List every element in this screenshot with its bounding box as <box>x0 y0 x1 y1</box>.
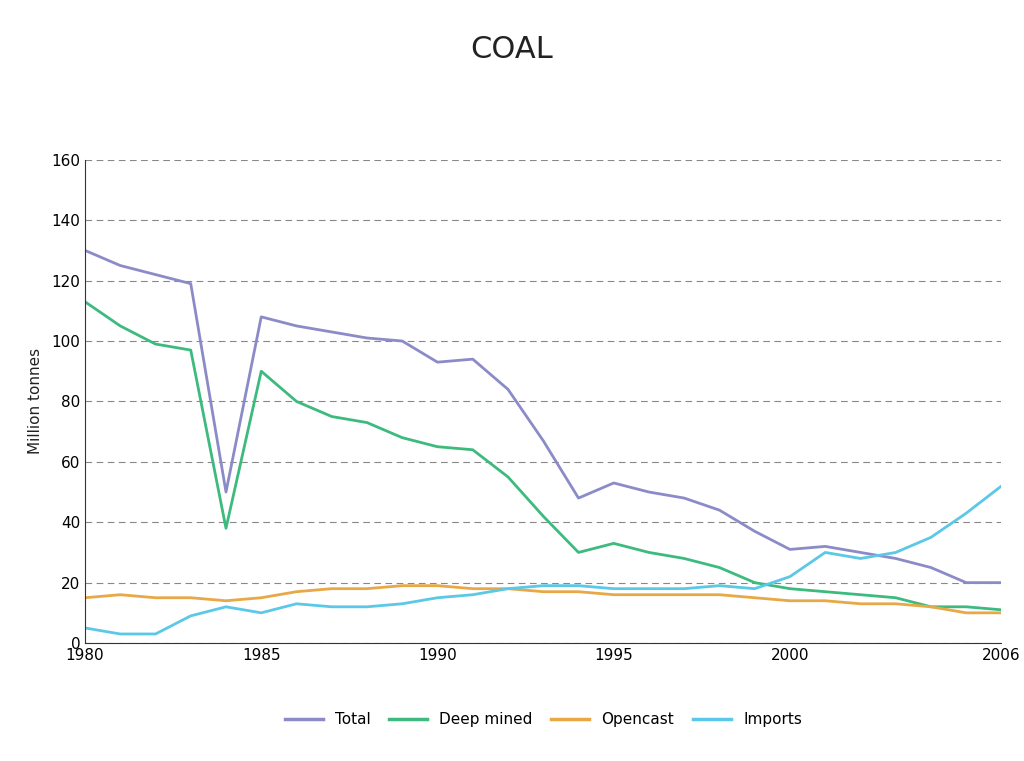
Y-axis label: Million tonnes: Million tonnes <box>28 349 43 454</box>
Text: COAL: COAL <box>471 35 553 64</box>
Legend: Total, Deep mined, Opencast, Imports: Total, Deep mined, Opencast, Imports <box>279 706 808 734</box>
Text: Coal production and imports, 1980 to 2006: Coal production and imports, 1980 to 200… <box>286 94 738 113</box>
